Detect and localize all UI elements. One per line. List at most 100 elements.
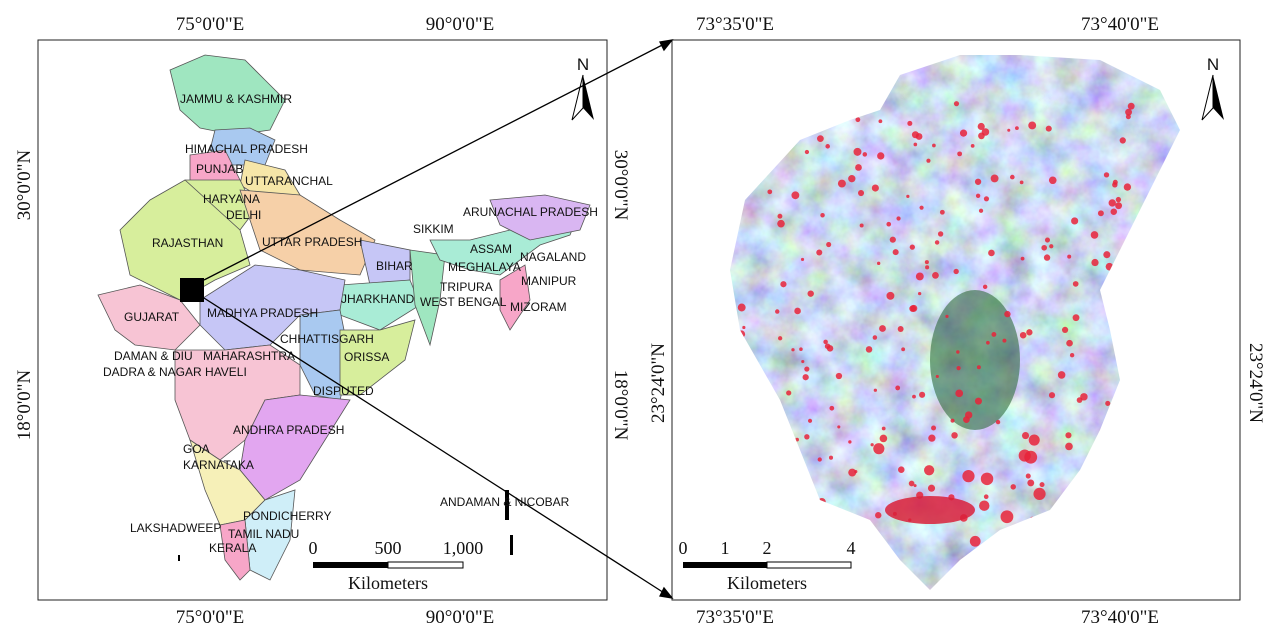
urban-patch [950, 418, 955, 423]
coord-label: 73°35'0"E [696, 14, 774, 35]
urban-patch [908, 480, 915, 487]
urban-patch [876, 261, 881, 266]
urban-patch [1000, 510, 1014, 524]
urban-patch [802, 374, 809, 381]
urban-patch [1108, 199, 1116, 207]
urban-patch [1125, 114, 1131, 120]
state-label: MANIPUR [521, 274, 577, 288]
urban-patch [926, 158, 931, 163]
urban-patch [775, 309, 780, 314]
urban-patch [807, 290, 814, 297]
state-label: CHHATTISGARH [280, 332, 374, 346]
urban-patch [975, 193, 981, 198]
state-label: LAKSHADWEEP [130, 521, 221, 535]
state-label: MEGHALAYA [448, 260, 521, 274]
urban-patch [995, 419, 1001, 425]
urban-patch [780, 281, 787, 288]
urban-patch [1069, 353, 1075, 358]
scale-label: 0 [679, 538, 688, 558]
urban-patch [964, 411, 973, 419]
urban-patch [1028, 121, 1037, 130]
urban-patch [1041, 244, 1048, 251]
state-label: KARNATAKA [183, 458, 254, 472]
urban-patch [896, 216, 901, 221]
urban-patch [1103, 251, 1111, 259]
urban-patch [1066, 339, 1073, 347]
urban-patch [990, 174, 999, 183]
urban-patch [800, 257, 805, 261]
urban-patch [853, 147, 862, 156]
arrow-half [583, 75, 594, 120]
urban-patch [919, 391, 926, 398]
urban-patch [1028, 434, 1040, 446]
coord-label: 73°40'0"E [1081, 14, 1159, 35]
scale-label: 500 [375, 538, 402, 558]
urban-patch [1097, 210, 1104, 217]
urban-patch [969, 535, 981, 547]
urban-patch [1071, 217, 1079, 225]
urban-patch [777, 213, 783, 219]
urban-patch [835, 372, 843, 380]
urban-patch [877, 152, 885, 160]
state-shape [499, 264, 531, 331]
urban-patch [1061, 326, 1069, 334]
scale-unit: Kilometers [727, 573, 807, 593]
connector [203, 39, 673, 281]
urban-patch [742, 325, 746, 330]
scale-label: 2 [763, 538, 772, 558]
urban-patch [956, 350, 960, 354]
urban-patch [970, 143, 975, 148]
urban-patch [777, 219, 785, 228]
urban-patch [978, 208, 984, 213]
state-shape [489, 194, 591, 241]
state-label: ANDHRA PRADESH [233, 423, 344, 437]
state-shapes [97, 54, 591, 581]
urban-patch [889, 236, 896, 243]
north-label: N [577, 55, 589, 74]
coord-label: 75°0'0"E [176, 607, 244, 628]
state-label: JHARKHAND [341, 292, 415, 306]
urban-patch [915, 272, 924, 281]
urban-patch [885, 496, 975, 524]
urban-patch [957, 151, 963, 157]
urban-patch [875, 512, 882, 519]
urban-patch [837, 179, 846, 188]
connector [203, 297, 673, 599]
urban-patch [1004, 310, 1011, 318]
scale-segment [683, 562, 767, 568]
urban-patch [924, 465, 935, 476]
scale-segment [387, 561, 464, 569]
scale-label: 1,000 [443, 538, 484, 558]
urban-patch [848, 175, 856, 183]
urban-patch [799, 347, 803, 351]
north-arrow: N [571, 55, 594, 121]
urban-patch [1080, 393, 1088, 401]
coord-label: 18°0'0"N [14, 369, 35, 440]
state-label: ARUNACHAL PRADESH [463, 205, 598, 219]
urban-patch [1115, 202, 1123, 210]
urban-patch [977, 122, 985, 131]
urban-patch [1115, 196, 1122, 203]
urban-patch [1110, 208, 1118, 215]
urban-patch [959, 129, 968, 137]
state-label: DISPUTED [313, 384, 374, 398]
urban-patch [1010, 484, 1016, 490]
study-area-map: N 0 1 2 4 Kilometers 73°35'0"E 73°40'0"E… [648, 14, 1266, 628]
urban-patch [1027, 479, 1035, 487]
state-label: MADHYA PRADESH [207, 306, 318, 320]
state-shape [219, 519, 251, 581]
urban-patch [928, 434, 936, 442]
urban-patch [976, 365, 981, 370]
islands [178, 490, 513, 561]
urban-patch [935, 374, 939, 379]
urban-patch [1039, 482, 1045, 488]
urban-patch [988, 249, 995, 257]
urban-patch [824, 343, 831, 349]
urban-patch [1015, 126, 1019, 131]
state-label: WEST BENGAL [420, 295, 507, 309]
state-label: NAGALAND [520, 250, 586, 264]
coord-label: 73°35'0"E [696, 607, 774, 628]
urban-patch [1048, 176, 1057, 185]
state-label: RAJASTHAN [152, 236, 223, 250]
urban-patch [919, 205, 924, 210]
